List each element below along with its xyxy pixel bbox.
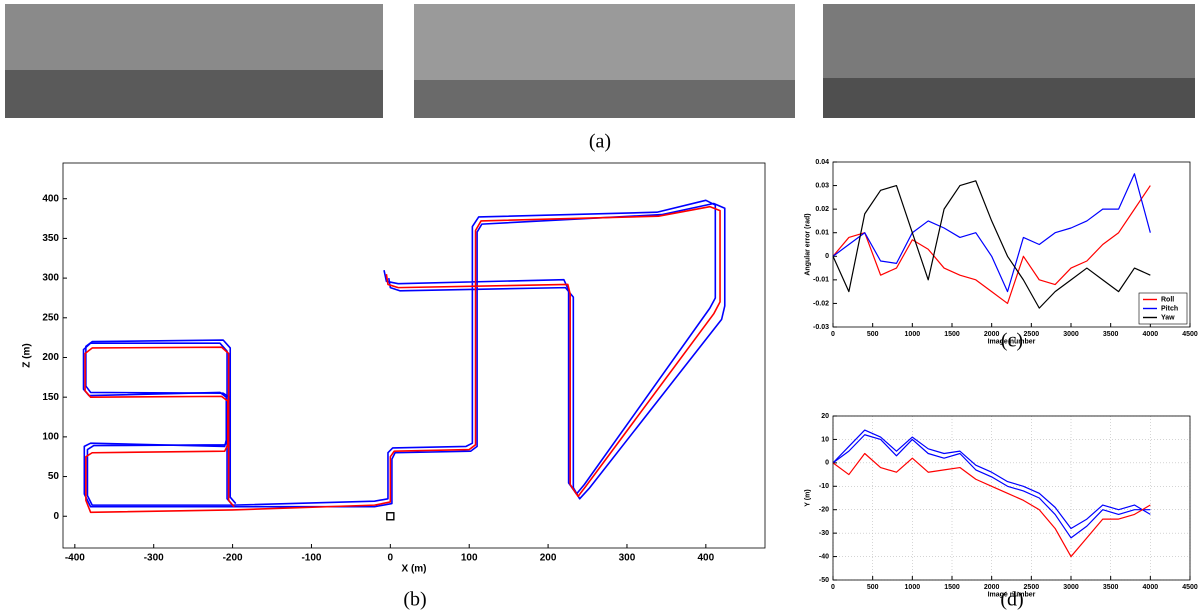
x-tick-label: 2500	[1024, 584, 1040, 591]
x-axis-label: Image number	[988, 592, 1036, 599]
x-tick-label: 3000	[1063, 584, 1079, 591]
y-tick-label: 0.01	[815, 230, 829, 237]
x-tick-label: 3500	[1103, 584, 1119, 591]
x-tick-label: 500	[867, 584, 879, 591]
x-tick-label: 200	[540, 553, 557, 564]
y-tick-label: 0.04	[815, 159, 829, 166]
series-line	[832, 180, 1151, 309]
y-tick-label: -0.01	[813, 277, 829, 284]
y-tick-label: 0.03	[815, 182, 829, 189]
x-tick-label: 4000	[1143, 584, 1159, 591]
series-line	[832, 452, 1151, 558]
y-tick-label: -40	[819, 553, 829, 560]
y-axis-label: Angular error (rad)	[805, 213, 812, 275]
plot-area	[63, 163, 765, 548]
y-tick-label: -0.03	[813, 324, 829, 331]
photo-road	[414, 80, 795, 118]
y-tick-label: 400	[42, 193, 59, 204]
x-tick-label: 3500	[1103, 331, 1119, 338]
legend-label: Roll	[1161, 296, 1174, 303]
x-axis-label: Image number	[988, 339, 1036, 346]
panel-label: (b)	[403, 589, 426, 611]
x-tick-label: 400	[697, 553, 714, 564]
x-tick-label: 1000	[905, 584, 921, 591]
panel-label: (a)	[589, 131, 611, 153]
y-axis-label: Z (m)	[22, 343, 33, 367]
y-tick-label: -20	[819, 507, 829, 514]
x-tick-label: 1000	[905, 331, 921, 338]
y-tick-label: -0.02	[813, 300, 829, 307]
x-tick-label: -100	[301, 553, 321, 564]
x-axis-label: X (m)	[402, 564, 427, 575]
y-tick-label: 100	[42, 432, 59, 443]
x-tick-label: 4000	[1143, 331, 1159, 338]
photo-road	[5, 70, 383, 118]
x-tick-label: 2000	[984, 584, 1000, 591]
series-line	[832, 173, 1151, 293]
y-tick-label: 0	[825, 253, 829, 260]
series-line	[84, 205, 721, 514]
series-line	[832, 429, 1151, 530]
series-line	[832, 434, 1151, 539]
y-tick-label: 300	[42, 273, 59, 284]
x-tick-label: -200	[223, 553, 243, 564]
x-tick-label: 0	[831, 331, 835, 338]
plot-frame	[62, 162, 766, 549]
y-tick-label: 50	[48, 471, 60, 482]
x-tick-label: -400	[65, 553, 85, 564]
x-tick-label: 1500	[944, 584, 960, 591]
y-tick-label: 0	[53, 511, 59, 522]
x-tick-label: 4500	[1182, 331, 1198, 338]
x-tick-label: 300	[619, 553, 636, 564]
x-tick-label: 2500	[1024, 331, 1040, 338]
y-tick-label: 20	[821, 413, 829, 420]
plot-area	[833, 416, 1190, 580]
plot-area	[833, 162, 1190, 327]
x-tick-label: 4500	[1182, 584, 1198, 591]
y-tick-label: 150	[42, 392, 59, 403]
series-line	[85, 199, 717, 506]
panel-label: (d)	[1000, 589, 1023, 611]
plot-frame	[832, 415, 1191, 581]
panel-label: (c)	[1001, 330, 1023, 352]
y-tick-label: 200	[42, 352, 59, 363]
y-tick-label: 10	[821, 436, 829, 443]
x-tick-label: 1500	[944, 331, 960, 338]
x-tick-label: 0	[388, 553, 394, 564]
y-tick-label: -10	[819, 483, 829, 490]
y-tick-label: 0	[825, 460, 829, 467]
x-tick-label: 3000	[1063, 331, 1079, 338]
y-tick-label: 350	[42, 233, 59, 244]
photo-road	[823, 78, 1195, 118]
y-tick-label: 0.02	[815, 206, 829, 213]
x-tick-label: 2000	[984, 331, 1000, 338]
series-line	[832, 185, 1151, 305]
legend-label: Pitch	[1161, 305, 1178, 312]
x-tick-label: 100	[461, 553, 478, 564]
x-tick-label: -300	[144, 553, 164, 564]
y-tick-label: -30	[819, 530, 829, 537]
y-axis-label: Y (m)	[805, 489, 812, 506]
x-tick-label: 0	[831, 584, 835, 591]
start-marker	[386, 512, 395, 521]
legend-label: Yaw	[1161, 314, 1175, 321]
y-tick-label: 250	[42, 312, 59, 323]
y-tick-label: -50	[819, 577, 829, 584]
x-tick-label: 500	[867, 331, 879, 338]
plot-frame	[832, 161, 1191, 328]
